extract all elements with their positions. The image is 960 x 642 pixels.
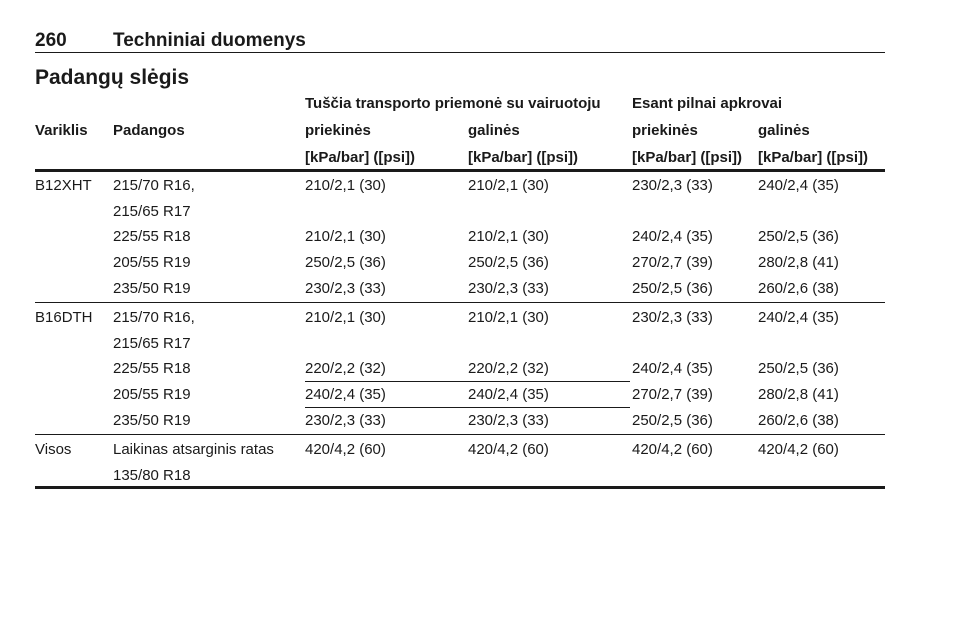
- tyre-size: 205/55 R19: [113, 386, 191, 403]
- tyre-size: 215/65 R17: [113, 202, 191, 220]
- pressure: 420/4,2 (60): [468, 441, 549, 458]
- engine: B16DTH: [35, 309, 93, 326]
- header-rule: [35, 169, 885, 172]
- pressure: 270/2,7 (39): [632, 254, 713, 271]
- pressure: 280/2,8 (41): [758, 254, 839, 271]
- tyre-size: 215/70 R16,: [113, 177, 195, 194]
- column-header: Variklis: [35, 122, 88, 139]
- column-header: priekinės: [305, 122, 371, 139]
- pressure: 230/2,3 (33): [468, 280, 549, 297]
- pressure: 230/2,3 (33): [632, 309, 713, 326]
- pressure: 250/2,5 (36): [758, 360, 839, 377]
- column-header: galinės: [468, 122, 520, 139]
- pressure: 220/2,2 (32): [468, 360, 549, 377]
- unit-header: [kPa/bar] ([psi]): [468, 149, 579, 166]
- tyre-size: 205/55 R19: [113, 254, 191, 271]
- pressure: 210/2,1 (30): [305, 309, 386, 326]
- pressure: 220/2,2 (32): [305, 360, 386, 377]
- pressure: 230/2,3 (33): [468, 412, 549, 429]
- pressure: 230/2,3 (33): [632, 177, 713, 194]
- header-rule: [35, 52, 885, 53]
- column-header: galinės: [758, 122, 810, 139]
- pressure: 240/2,4 (35): [632, 360, 713, 377]
- pressure: 250/2,5 (36): [305, 254, 386, 271]
- pressure: 210/2,1 (30): [468, 309, 549, 326]
- pressure: 240/2,4 (35): [632, 228, 713, 245]
- table-bottom-rule: [35, 485, 885, 489]
- tyre-size: 215/70 R16,: [113, 309, 195, 326]
- group-rule: [35, 434, 885, 435]
- pressure: 420/4,2 (60): [758, 441, 839, 458]
- column-header: priekinės: [632, 122, 698, 139]
- pressure: 240/2,4 (35): [305, 386, 386, 403]
- engine: Visos: [35, 441, 72, 458]
- cell-rule: [305, 407, 630, 408]
- tyre-size: Laikinas atsarginis ratas: [113, 441, 274, 458]
- tyre-size: 135/80 R18: [113, 466, 191, 484]
- pressure: 210/2,1 (30): [468, 228, 549, 245]
- pressure: 230/2,3 (33): [305, 412, 386, 429]
- pressure: 240/2,4 (35): [758, 177, 839, 194]
- unit-header: [kPa/bar] ([psi]): [305, 149, 416, 166]
- page-number: 260: [35, 30, 67, 51]
- header-group: Esant pilnai apkrovai: [632, 95, 783, 112]
- section-title: Padangų slėgis: [35, 66, 190, 89]
- engine: B12XHT: [35, 177, 92, 194]
- cell-rule: [305, 381, 630, 382]
- page-title: Techniniai duomenys: [113, 30, 306, 51]
- pressure: 250/2,5 (36): [632, 412, 713, 429]
- tyre-size: 235/50 R19: [113, 412, 191, 429]
- pressure: 210/2,1 (30): [305, 228, 386, 245]
- tyre-size: 215/65 R17: [113, 334, 191, 352]
- pressure: 260/2,6 (38): [758, 412, 839, 429]
- pressure: 250/2,5 (36): [758, 228, 839, 245]
- pressure: 210/2,1 (30): [305, 177, 386, 194]
- tyre-size: 225/55 R18: [113, 360, 191, 377]
- column-header: Padangos: [113, 122, 185, 139]
- pressure: 250/2,5 (36): [468, 254, 549, 271]
- pressure: 240/2,4 (35): [468, 386, 549, 403]
- unit-header: [kPa/bar] ([psi]): [632, 149, 743, 166]
- tyre-size: 225/55 R18: [113, 228, 191, 245]
- pressure: 260/2,6 (38): [758, 280, 839, 297]
- pressure: 230/2,3 (33): [305, 280, 386, 297]
- group-rule: [35, 302, 885, 303]
- pressure: 270/2,7 (39): [632, 386, 713, 403]
- unit-header: [kPa/bar] ([psi]): [758, 149, 869, 166]
- pressure: 210/2,1 (30): [468, 177, 549, 194]
- tyre-size: 235/50 R19: [113, 280, 191, 297]
- pressure: 250/2,5 (36): [632, 280, 713, 297]
- pressure: 420/4,2 (60): [305, 441, 386, 458]
- pressure: 280/2,8 (41): [758, 386, 839, 403]
- pressure: 420/4,2 (60): [632, 441, 713, 458]
- header-group: Tuščia transporto priemonė su vairuotoju: [305, 95, 601, 112]
- pressure: 240/2,4 (35): [758, 309, 839, 326]
